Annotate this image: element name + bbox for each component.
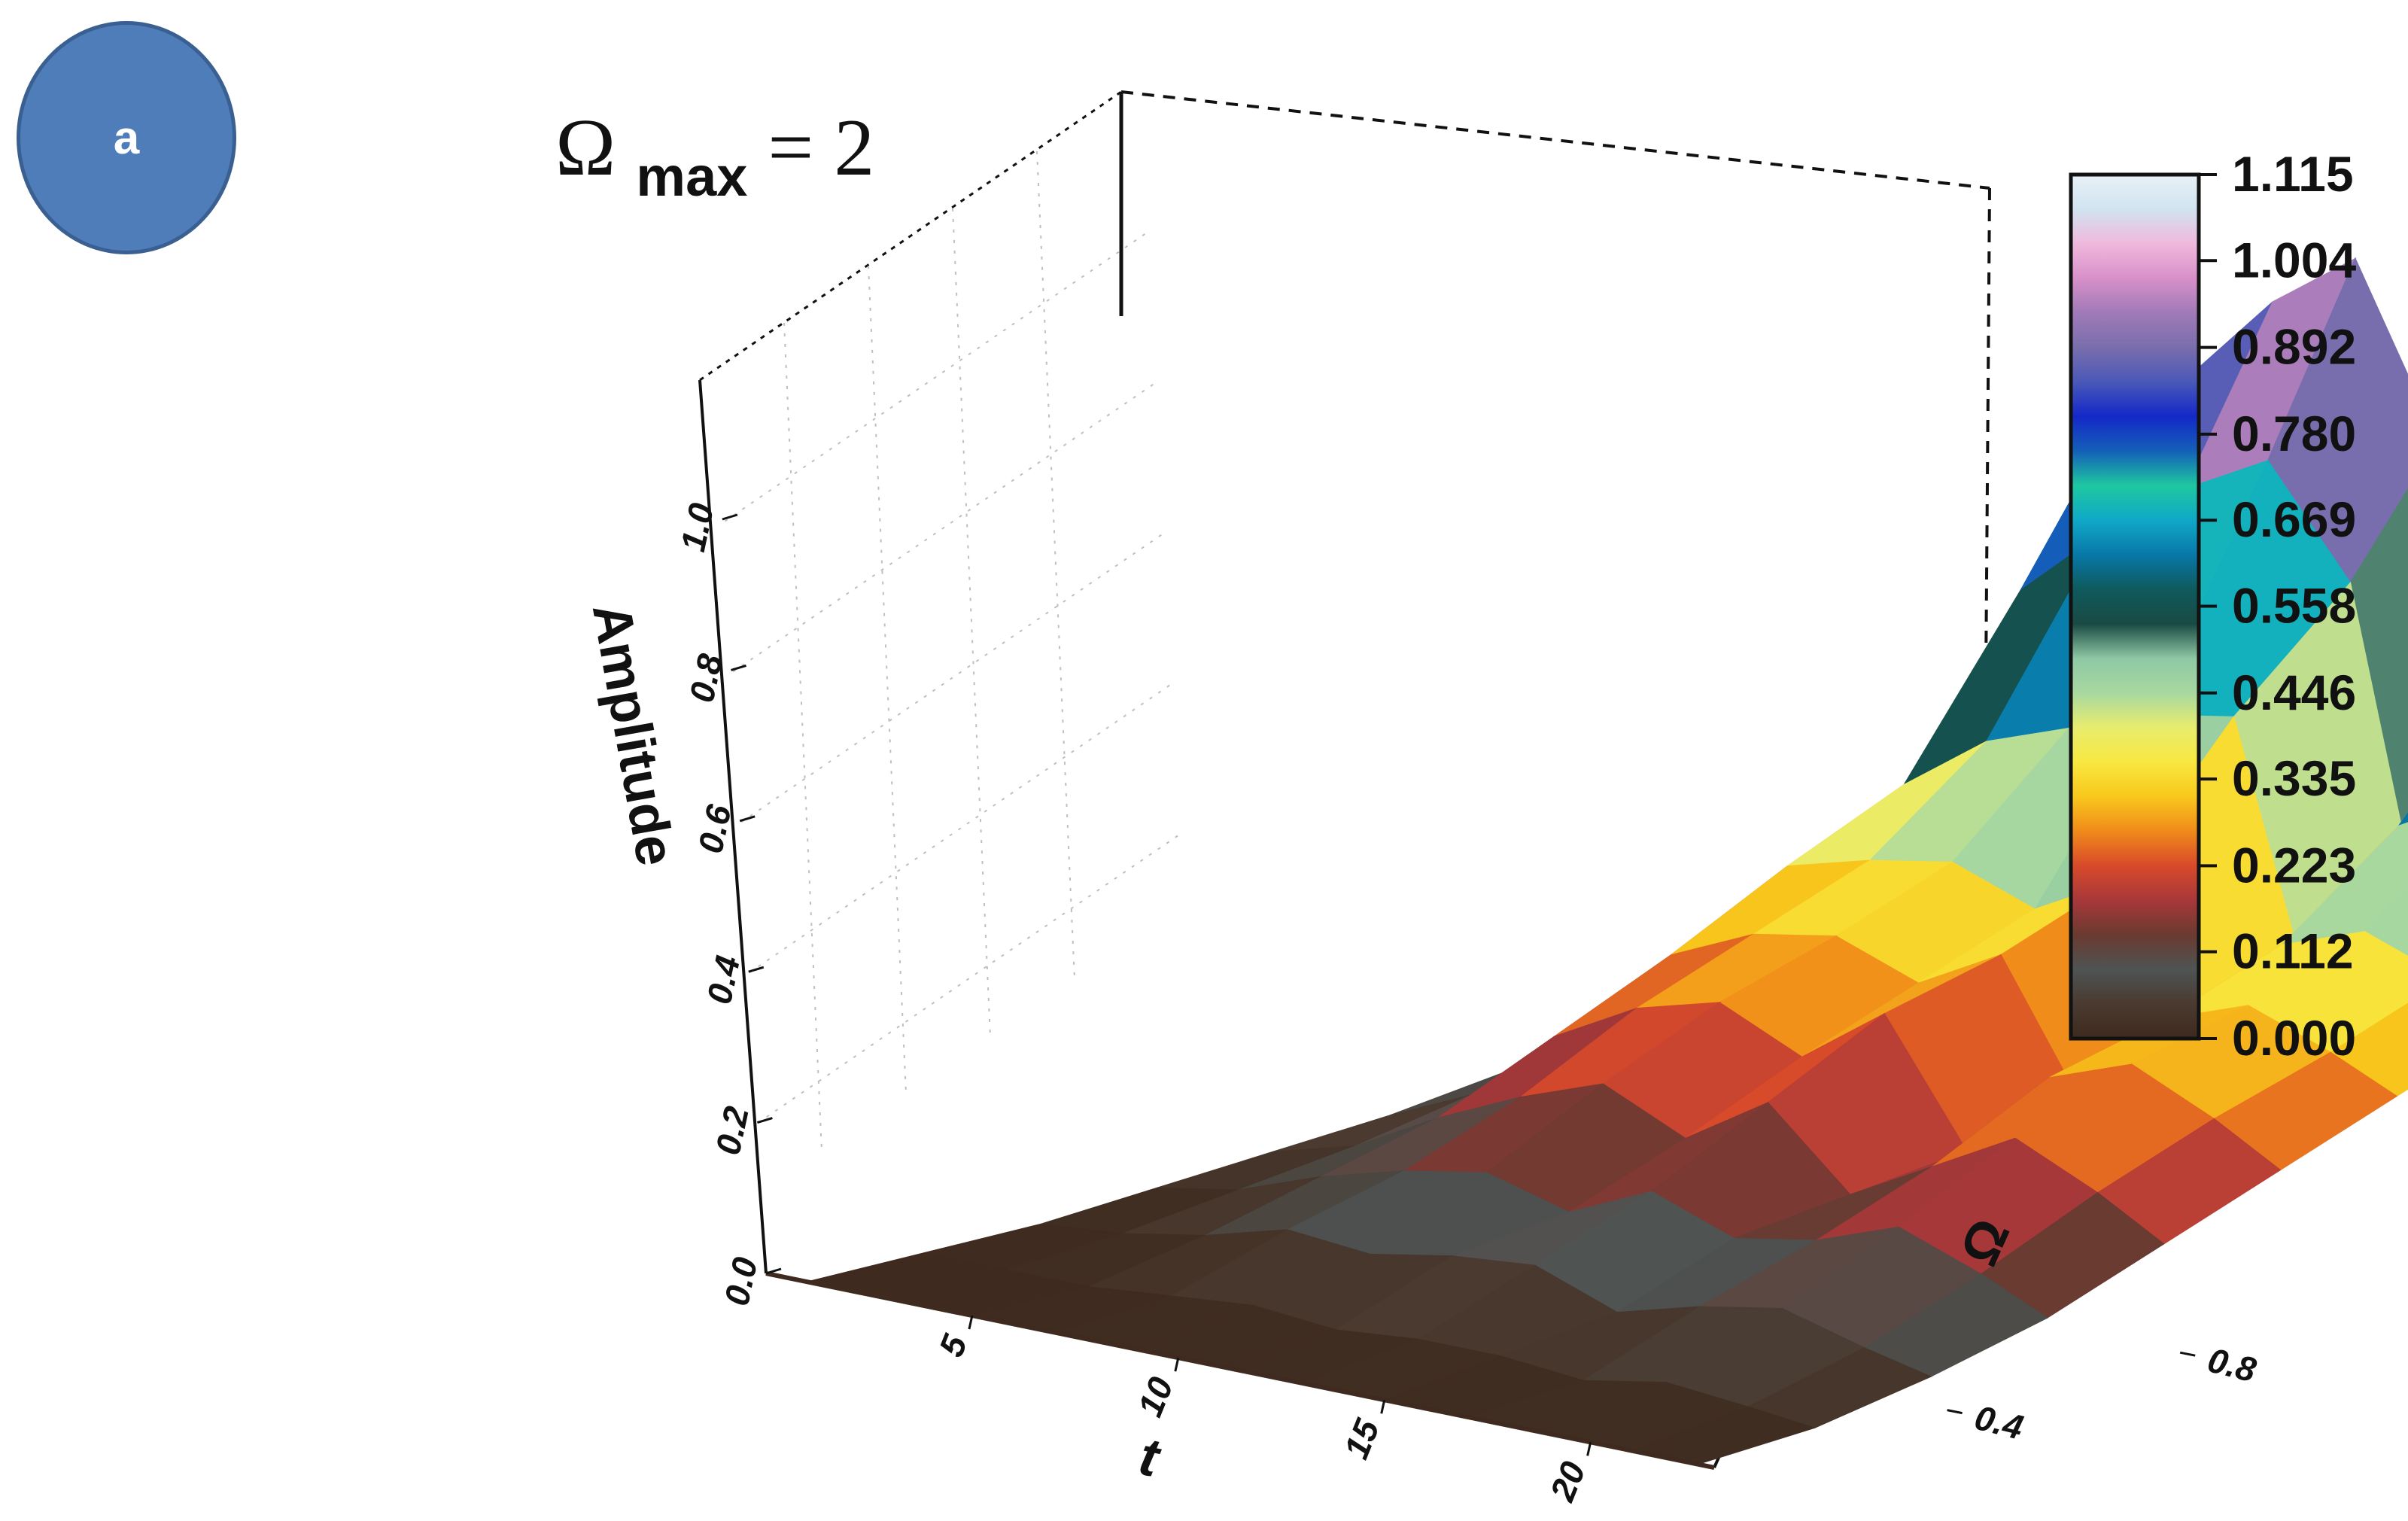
- surface-front-edge: [765, 1271, 1715, 1470]
- panel-label-badge: a: [17, 21, 236, 254]
- grid-line: [740, 533, 1163, 823]
- z-tick-mark: [739, 815, 756, 823]
- z-axis-title: Amplitude: [581, 599, 686, 871]
- x-axis-title: t: [1134, 1426, 1166, 1489]
- grid-line: [1036, 151, 1075, 980]
- amplitude-surface: [765, 257, 2408, 1470]
- z-tick-mark: [722, 513, 738, 521]
- z-axis-ticks: 0.00.20.40.60.81.0: [673, 500, 782, 1310]
- z-tick-label: 0.4: [699, 952, 747, 1007]
- x-tick-mark: [968, 1315, 974, 1330]
- grid-line: [868, 265, 907, 1094]
- colorbar-tick-label: 0.892: [2232, 319, 2356, 375]
- y-tick-label: 0.4: [1971, 1398, 2027, 1447]
- x-tick-label: 15: [1336, 1413, 1388, 1464]
- y-tick-mark: [2179, 1351, 2196, 1357]
- colorbar-tick-label: 1.115: [2232, 146, 2354, 202]
- z-tick-mark: [765, 1267, 782, 1275]
- title-omega: Ω: [555, 103, 616, 193]
- back-top-edge: [1120, 90, 1990, 190]
- x-tick-label: 10: [1130, 1371, 1181, 1422]
- z-tick-label: 0.2: [708, 1103, 756, 1158]
- grid-line: [757, 834, 1180, 1124]
- colorbar-tick-label: 0.335: [2232, 750, 2356, 806]
- colorbar-tick-label: 0.446: [2232, 665, 2356, 720]
- colorbar-ticks: 0.000 0.112 0.223 0.335 0.446 0.558 0.669 0.780…: [2199, 146, 2356, 1066]
- x-tick-label: 5: [931, 1328, 974, 1362]
- colorbar-tick-label: 0.112: [2232, 923, 2354, 979]
- grid-line: [783, 322, 822, 1151]
- panel-label-text: a: [113, 111, 140, 164]
- left-top-edge: [699, 90, 1122, 382]
- colorbar-tick-label: 0.780: [2232, 406, 2356, 461]
- z-tick-mark: [756, 1117, 773, 1124]
- chart-title: Ω max = 2: [555, 103, 874, 214]
- grid-line: [724, 232, 1148, 522]
- x-tick-mark: [1380, 1399, 1386, 1414]
- z-tick-label: 0.0: [716, 1254, 765, 1310]
- title-value: = 2: [768, 103, 874, 193]
- grid-line: [952, 208, 991, 1037]
- colorbar-gradient: [2069, 172, 2201, 1041]
- grid-line: [749, 683, 1172, 974]
- title-subscript: max: [636, 145, 747, 208]
- colorbar-tick-label: 0.000: [2232, 1010, 2356, 1066]
- z-tick-label: 1.0: [673, 500, 721, 555]
- x-tick-mark: [1586, 1442, 1592, 1456]
- y-tick-mark: [1947, 1409, 1963, 1415]
- colorbar-tick-label: 0.558: [2232, 577, 2356, 633]
- right-back-edge: [1982, 187, 1991, 972]
- z-tick-label: 0.6: [690, 801, 738, 856]
- surface-facet: [2397, 811, 2408, 827]
- x-tick-mark: [1174, 1357, 1180, 1372]
- colorbar-tick-label: 1.004: [2232, 232, 2356, 287]
- colorbar: 0.000 0.112 0.223 0.335 0.446 0.558 0.669 0.780…: [2069, 146, 2356, 1066]
- z-tick-mark: [731, 664, 746, 671]
- x-tick-label: 20: [1542, 1456, 1593, 1507]
- back-wall-grid: [724, 151, 1180, 1151]
- colorbar-tick-label: 0.223: [2232, 837, 2356, 893]
- colorbar-tick-label: 0.669: [2232, 491, 2356, 547]
- z-axis-line: [698, 379, 768, 1274]
- z-tick-mark: [748, 966, 765, 973]
- grid-line: [732, 382, 1155, 673]
- y-tick-label: 0.8: [2204, 1340, 2261, 1389]
